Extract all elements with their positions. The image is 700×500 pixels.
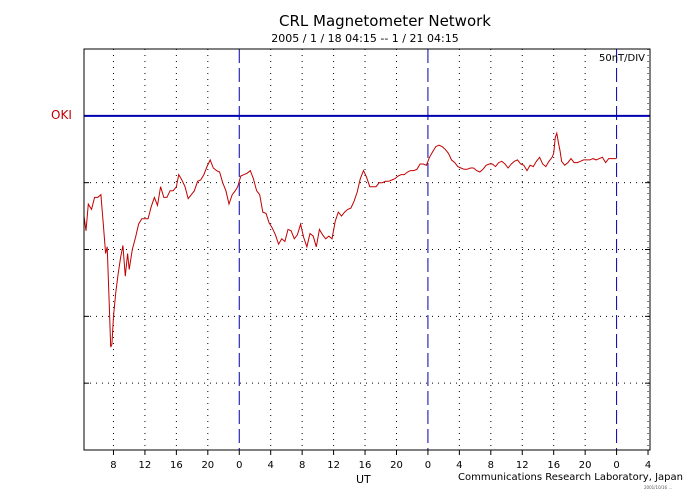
x-tick-label: 4 [268,460,274,471]
x-tick-label: 16 [547,460,560,471]
series-line-oki [83,131,617,348]
x-tick-label: 4 [645,460,651,471]
x-tick-label: 4 [456,460,462,471]
x-tick-label: 12 [327,460,340,471]
day-boundaries [238,49,618,450]
x-tick-label: 20 [579,460,592,471]
x-tick-label: 0 [425,460,431,471]
x-tick-label: 16 [359,460,372,471]
scale-label: 50nT/DIV [598,53,645,64]
x-tick-label: 8 [110,460,116,471]
x-tick-label: 12 [516,460,529,471]
x-tick-label: 8 [488,460,494,471]
x-tick-label: 16 [170,460,183,471]
x-tick-label: 0 [236,460,242,471]
x-tick-label: 8 [299,460,305,471]
chart-title: CRL Magnetometer Network [279,12,491,30]
x-tick-label: 20 [390,460,403,471]
plot-frame [83,48,651,451]
x-tick-label: 0 [613,460,619,471]
timestamp-stamp: 2001/10/16 ... [644,485,673,490]
x-axis-label: UT [356,473,371,486]
chart-subtitle: 2005 / 1 / 18 04:15 -- 1 / 21 04:15 [271,32,459,45]
station-label: OKI [51,108,72,122]
credit-text: Communications Research Laboratory, Japa… [458,472,683,483]
grid [84,49,650,450]
x-axis-ticks: 8 12 16 20 0 4 8 12 16 20 0 4 8 12 16 20 0 4 [110,450,651,471]
x-tick-label: 12 [139,460,152,471]
x-tick-label: 20 [201,460,214,471]
